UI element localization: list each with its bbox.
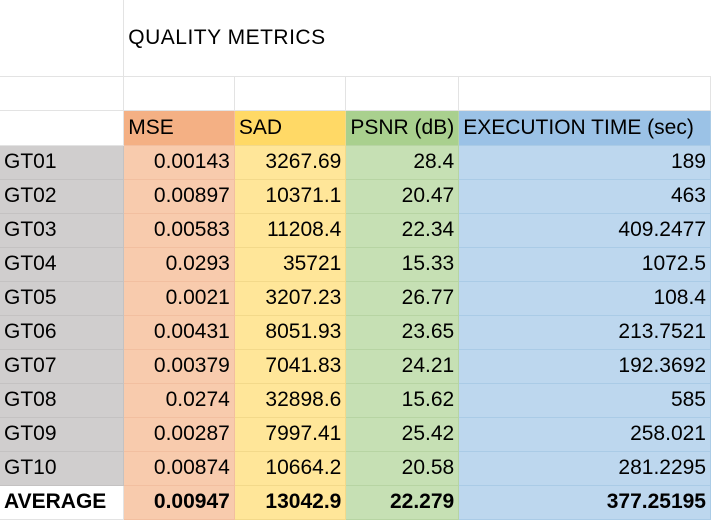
cell-empty[interactable]: [0, 76, 125, 111]
cell-empty[interactable]: [123, 76, 235, 111]
table-row: GT08 0.0274 32898.6 15.62 585: [0, 383, 711, 418]
sad-cell[interactable]: 10371.1: [234, 179, 347, 214]
execution-time-cell[interactable]: 108.4: [458, 281, 711, 316]
row-label[interactable]: GT02: [0, 179, 125, 214]
psnr-cell[interactable]: 28.4: [345, 145, 460, 180]
execution-time-cell[interactable]: 213.7521: [458, 315, 711, 350]
header-psnr[interactable]: PSNR (dB): [345, 110, 460, 146]
mse-cell[interactable]: 0.0293: [123, 247, 235, 282]
average-label[interactable]: AVERAGE: [0, 485, 125, 520]
execution-time-cell[interactable]: 189: [458, 145, 711, 180]
psnr-cell[interactable]: 24.21: [345, 349, 460, 384]
header-mse[interactable]: MSE: [123, 110, 235, 146]
execution-time-cell[interactable]: 192.3692: [458, 349, 711, 384]
mse-cell[interactable]: 0.00874: [123, 451, 235, 486]
psnr-cell[interactable]: 25.42: [345, 417, 460, 452]
sad-cell[interactable]: 11208.4: [234, 213, 347, 248]
sad-cell[interactable]: 3267.69: [234, 145, 347, 180]
average-execution-time-cell[interactable]: 377.25195: [458, 485, 711, 520]
mse-cell[interactable]: 0.0274: [123, 383, 235, 418]
table-row: GT05 0.0021 3207.23 26.77 108.4: [0, 281, 711, 316]
average-sad-cell[interactable]: 13042.9: [234, 485, 347, 520]
table-row: GT09 0.00287 7997.41 25.42 258.021: [0, 417, 711, 452]
cell-empty[interactable]: [345, 76, 460, 111]
table-row: GT02 0.00897 10371.1 20.47 463: [0, 179, 711, 214]
execution-time-cell[interactable]: 585: [458, 383, 711, 418]
sad-cell[interactable]: 3207.23: [234, 281, 347, 316]
row-label[interactable]: GT05: [0, 281, 125, 316]
header-sad[interactable]: SAD: [234, 110, 347, 146]
sad-cell[interactable]: 7997.41: [234, 417, 347, 452]
blank-row: [0, 76, 711, 111]
sad-cell[interactable]: 32898.6: [234, 383, 347, 418]
mse-cell[interactable]: 0.00379: [123, 349, 235, 384]
table-row: GT07 0.00379 7041.83 24.21 192.3692: [0, 349, 711, 384]
table-row: GT04 0.0293 35721 15.33 1072.5: [0, 247, 711, 282]
header-row: MSE SAD PSNR (dB) EXECUTION TIME (sec): [0, 110, 711, 146]
row-label[interactable]: GT07: [0, 349, 125, 384]
header-execution-time[interactable]: EXECUTION TIME (sec): [458, 110, 711, 146]
average-mse-cell[interactable]: 0.00947: [123, 485, 235, 520]
sad-cell[interactable]: 35721: [234, 247, 347, 282]
psnr-cell[interactable]: 26.77: [345, 281, 460, 316]
average-row: AVERAGE 0.00947 13042.9 22.279 377.25195: [0, 485, 711, 520]
psnr-cell[interactable]: 20.58: [345, 451, 460, 486]
mse-cell[interactable]: 0.00583: [123, 213, 235, 248]
execution-time-cell[interactable]: 281.2295: [458, 451, 711, 486]
execution-time-cell[interactable]: 1072.5: [458, 247, 711, 282]
psnr-cell[interactable]: 23.65: [345, 315, 460, 350]
row-label[interactable]: GT06: [0, 315, 125, 350]
table-row: GT10 0.00874 10664.2 20.58 281.2295: [0, 451, 711, 486]
cell-empty[interactable]: [0, 110, 125, 146]
row-label[interactable]: GT03: [0, 213, 125, 248]
average-psnr-cell[interactable]: 22.279: [345, 485, 460, 520]
row-label[interactable]: GT10: [0, 451, 125, 486]
sad-cell[interactable]: 8051.93: [234, 315, 347, 350]
mse-cell[interactable]: 0.00287: [123, 417, 235, 452]
mse-cell[interactable]: 0.00143: [123, 145, 235, 180]
mse-cell[interactable]: 0.0021: [123, 281, 235, 316]
table-row: GT01 0.00143 3267.69 28.4 189: [0, 145, 711, 180]
row-label[interactable]: GT04: [0, 247, 125, 282]
psnr-cell[interactable]: 20.47: [345, 179, 460, 214]
sheet-title[interactable]: QUALITY METRICS: [123, 0, 711, 77]
title-row: QUALITY METRICS: [0, 0, 711, 77]
psnr-cell[interactable]: 22.34: [345, 213, 460, 248]
cell-empty[interactable]: [234, 76, 347, 111]
sad-cell[interactable]: 10664.2: [234, 451, 347, 486]
cell-empty[interactable]: [0, 0, 125, 77]
sad-cell[interactable]: 7041.83: [234, 349, 347, 384]
row-label[interactable]: GT08: [0, 383, 125, 418]
table-row: GT06 0.00431 8051.93 23.65 213.7521: [0, 315, 711, 350]
mse-cell[interactable]: 0.00431: [123, 315, 235, 350]
psnr-cell[interactable]: 15.33: [345, 247, 460, 282]
execution-time-cell[interactable]: 258.021: [458, 417, 711, 452]
execution-time-cell[interactable]: 409.2477: [458, 213, 711, 248]
execution-time-cell[interactable]: 463: [458, 179, 711, 214]
cell-empty[interactable]: [458, 76, 711, 111]
table-row: GT03 0.00583 11208.4 22.34 409.2477: [0, 213, 711, 248]
row-label[interactable]: GT09: [0, 417, 125, 452]
psnr-cell[interactable]: 15.62: [345, 383, 460, 418]
mse-cell[interactable]: 0.00897: [123, 179, 235, 214]
row-label[interactable]: GT01: [0, 145, 125, 180]
